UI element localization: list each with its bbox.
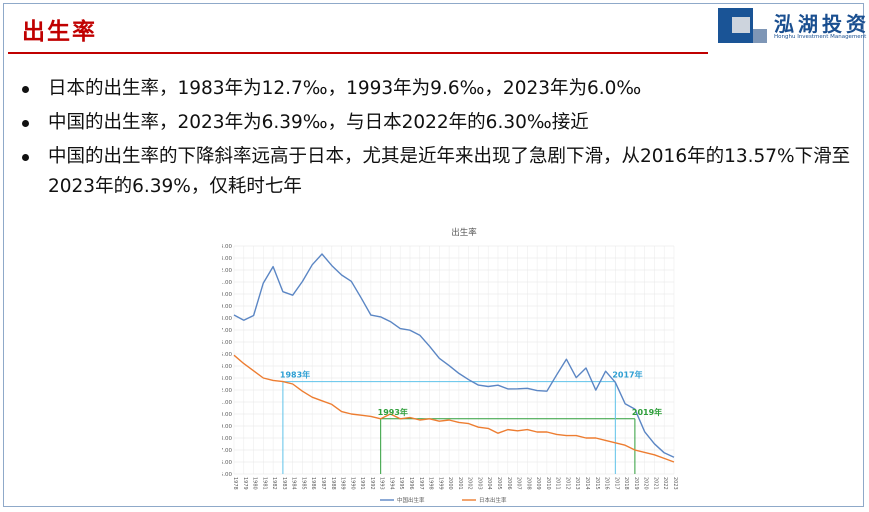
chart-svg: 出生率 5.00 6.00 7.00 8.00 9.00 10.00 11.00 12.00 13… xyxy=(222,227,678,504)
x-tick-label: 2022 xyxy=(662,477,668,490)
x-tick-label: 2011 xyxy=(555,477,561,490)
x-tick-label: 2010 xyxy=(545,477,551,490)
x-tick-label: 1979 xyxy=(242,477,248,490)
bullet-item: 中国的出生率，2023年为6.39‰，与日本2022年的6.30‰接近 xyxy=(18,108,863,138)
x-tick-label: 1982 xyxy=(271,477,277,490)
series-line xyxy=(233,253,675,458)
y-tick-label: 5.00 xyxy=(222,472,232,478)
x-tick-label: 1998 xyxy=(428,477,434,490)
y-tick-label: 6.00 xyxy=(222,460,232,466)
x-tick-label: 1993 xyxy=(379,477,385,490)
slide-title: 出生率 xyxy=(22,18,97,45)
x-tick-label: 1980 xyxy=(252,477,258,490)
x-tick-label: 2002 xyxy=(467,477,473,490)
x-tick-label: 1995 xyxy=(398,477,404,490)
x-tick-label: 1996 xyxy=(408,477,414,490)
x-tick-label: 1994 xyxy=(388,477,394,490)
x-tick-label: 2020 xyxy=(643,477,649,490)
bullet-item: 中国的出生率的下降斜率远高于日本，尤其是近年来出现了急剧下滑，从2016年的13… xyxy=(18,142,863,202)
x-tick-label: 1981 xyxy=(261,477,267,490)
x-tick-label: 1978 xyxy=(232,477,238,490)
x-tick-label: 1984 xyxy=(291,477,297,490)
x-tick-label: 1991 xyxy=(359,477,365,490)
title-divider xyxy=(8,52,708,54)
y-tick-label: 21.00 xyxy=(222,280,232,286)
x-tick-label: 2016 xyxy=(604,477,610,490)
y-tick-label: 8.00 xyxy=(222,436,232,442)
chart-title: 出生率 xyxy=(451,227,477,238)
x-tick-label: 1992 xyxy=(369,477,375,490)
annotation-label: 1983年 xyxy=(280,370,310,380)
y-tick-label: 13.00 xyxy=(222,376,232,382)
x-tick-label: 2012 xyxy=(564,477,570,490)
x-tick-label: 2003 xyxy=(476,477,482,490)
brand-logo: 泓湖投资 Honghu Investment Management xyxy=(718,8,867,46)
brand-subtitle: Honghu Investment Management xyxy=(774,34,867,40)
annotation-label: 2019年 xyxy=(632,407,662,417)
x-tick-label: 2006 xyxy=(506,477,512,490)
x-tick-label: 2018 xyxy=(623,477,629,490)
x-tick-label: 2014 xyxy=(584,477,590,490)
brand-name: 泓湖投资 xyxy=(774,12,869,36)
x-tick-label: 1985 xyxy=(300,477,306,490)
legend-label: 日本出生率 xyxy=(479,496,507,504)
x-tick-label: 2009 xyxy=(535,477,541,490)
bullet-list: 日本的出生率，1983年为12.7‰，1993年为9.6‰，2023年为6.0‰… xyxy=(18,74,863,206)
x-tick-label: 2017 xyxy=(613,477,619,490)
x-tick-label: 1990 xyxy=(349,477,355,490)
x-tick-label: 2023 xyxy=(672,477,678,490)
x-tick-label: 1987 xyxy=(320,477,326,490)
y-tick-label: 20.00 xyxy=(222,292,232,298)
x-tick-label: 1989 xyxy=(340,477,346,490)
y-tick-label: 24.00 xyxy=(222,244,232,250)
x-tick-label: 2004 xyxy=(486,477,492,490)
x-tick-label: 2015 xyxy=(594,477,600,490)
y-tick-label: 17.00 xyxy=(222,328,232,334)
slide-frame xyxy=(3,3,864,507)
x-tick-label: 2019 xyxy=(633,477,639,490)
y-tick-label: 11.00 xyxy=(222,400,232,406)
y-tick-label: 9.00 xyxy=(222,424,232,430)
x-tick-label: 2021 xyxy=(652,477,658,490)
x-tick-label: 2000 xyxy=(447,477,453,490)
y-tick-label: 12.00 xyxy=(222,388,232,394)
x-tick-label: 1988 xyxy=(330,477,336,490)
y-tick-label: 15.00 xyxy=(222,352,232,358)
y-tick-label: 16.00 xyxy=(222,340,232,346)
legend-label: 中国出生率 xyxy=(397,496,425,504)
y-tick-label: 22.00 xyxy=(222,268,232,274)
annotation-label: 1993年 xyxy=(378,407,408,417)
x-tick-label: 2013 xyxy=(574,477,580,490)
x-tick-label: 1983 xyxy=(281,477,287,490)
bullet-item: 日本的出生率，1983年为12.7‰，1993年为9.6‰，2023年为6.0‰ xyxy=(18,74,863,104)
x-tick-label: 1986 xyxy=(310,477,316,490)
series-line xyxy=(233,354,675,463)
x-tick-label: 2001 xyxy=(457,477,463,490)
x-tick-label: 2007 xyxy=(516,477,522,490)
x-tick-label: 2008 xyxy=(525,477,531,490)
annotation-label: 2017年 xyxy=(612,370,642,380)
y-tick-label: 18.00 xyxy=(222,316,232,322)
x-tick-label: 2005 xyxy=(496,477,502,490)
birth-rate-chart: 出生率 5.00 6.00 7.00 8.00 9.00 10.00 11.00 12.00 13… xyxy=(222,218,684,509)
x-tick-label: 1999 xyxy=(437,477,443,490)
y-tick-label: 10.00 xyxy=(222,412,232,418)
y-tick-label: 7.00 xyxy=(222,448,232,454)
y-tick-label: 14.00 xyxy=(222,364,232,370)
x-tick-label: 1997 xyxy=(418,477,424,490)
y-tick-label: 19.00 xyxy=(222,304,232,310)
y-tick-label: 23.00 xyxy=(222,256,232,262)
